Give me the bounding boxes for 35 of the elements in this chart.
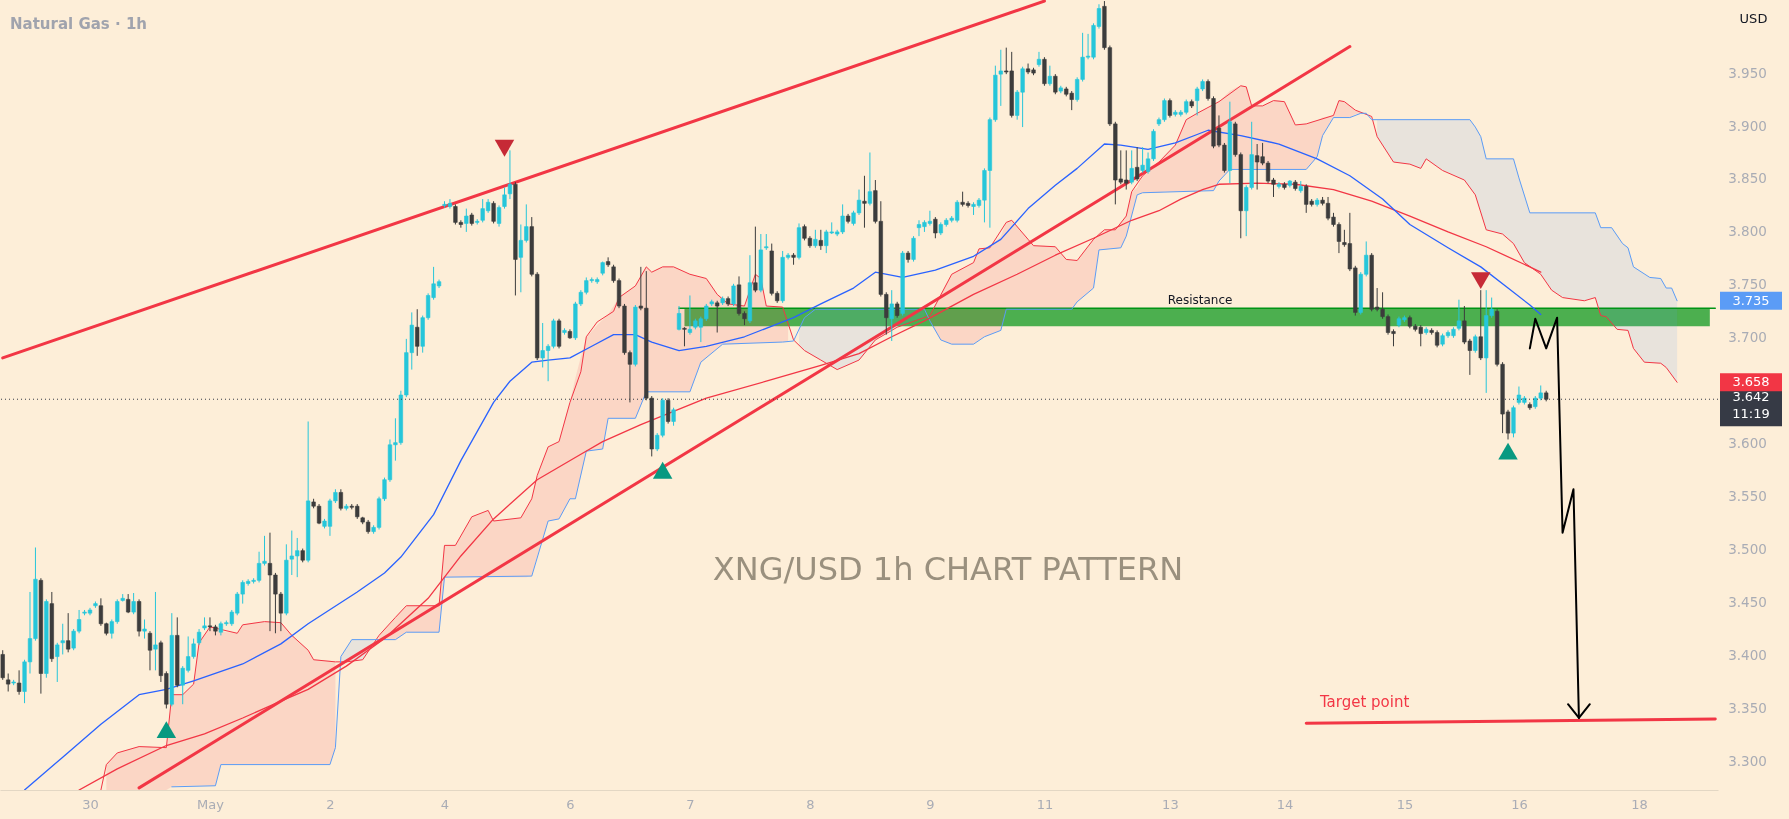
x-tick-label: 6 (566, 796, 575, 812)
text: 3.735 (1732, 292, 1770, 308)
x-tick-label: 11 (1036, 796, 1054, 812)
y-tick-label: 3.750 (1728, 276, 1767, 293)
x-tick-label: 13 (1162, 796, 1179, 812)
annotation: Resistance (1167, 293, 1233, 308)
x-tick-label: 18 (1631, 796, 1648, 812)
y-axis-title: USD (1739, 10, 1768, 26)
text: 3.658 (1732, 374, 1770, 390)
y-tick-label: 3.700 (1728, 329, 1767, 346)
y-tick-label: 3.450 (1728, 594, 1767, 611)
y-tick-label: 3.400 (1728, 647, 1767, 664)
y-tick-label: 3.850 (1728, 170, 1767, 187)
x-tick-label: 14 (1276, 796, 1294, 812)
x-tick-label: 9 (926, 796, 935, 812)
x-tick-label: 8 (806, 796, 815, 812)
y-tick-label: 3.800 (1728, 223, 1767, 240)
x-tick-label: 30 (82, 796, 99, 812)
x-tick-label: 16 (1511, 796, 1528, 812)
y-tick-label: 3.950 (1728, 64, 1767, 81)
y-tick-label: 3.550 (1728, 488, 1767, 505)
y-tick-label: 3.300 (1728, 752, 1767, 769)
annotation: Target point (1318, 692, 1410, 711)
text: Natural Gas · 1h (10, 15, 148, 33)
y-tick-label: 3.350 (1728, 699, 1767, 716)
x-tick-label: 7 (686, 796, 695, 812)
y-tick-label: 3.600 (1728, 435, 1767, 452)
annotation: XNG/USD 1h CHART PATTERN (712, 549, 1184, 588)
x-tick-label: May (197, 796, 225, 812)
x-tick-label: 2 (326, 796, 335, 812)
x-tick-label: 4 (440, 796, 450, 812)
x-tick-label: 15 (1396, 796, 1414, 812)
ref-line-label: 3.642 11:19 (1732, 389, 1770, 422)
y-tick-label: 3.900 (1728, 117, 1767, 134)
y-tick-label: 3.500 (1728, 541, 1767, 558)
